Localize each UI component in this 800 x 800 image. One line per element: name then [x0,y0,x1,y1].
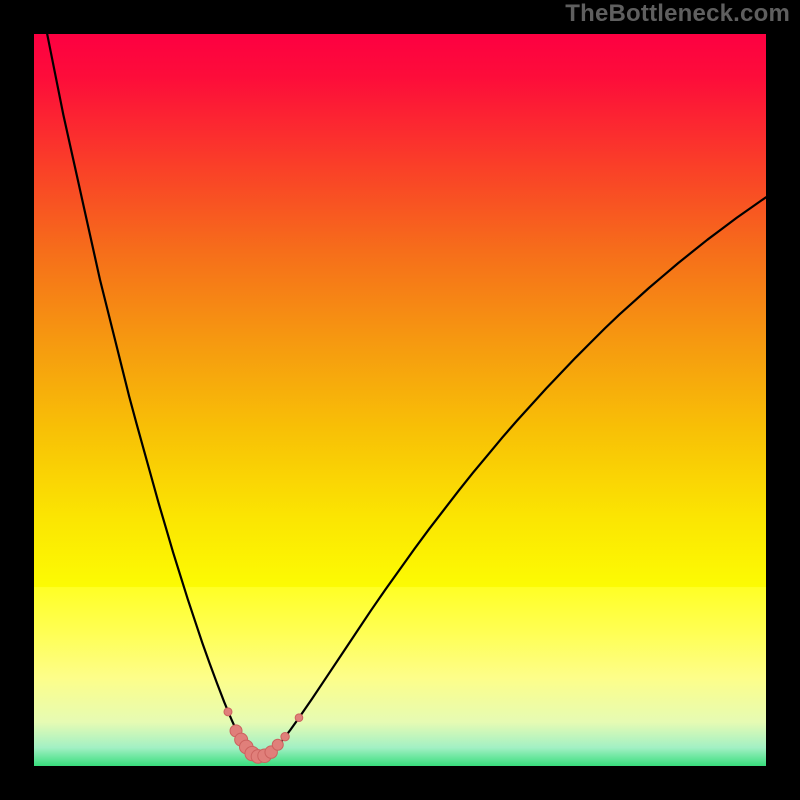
data-marker [272,739,283,750]
chart-background [34,34,766,766]
image-frame: TheBottleneck.com [0,0,800,800]
data-marker [224,708,232,716]
data-marker [295,714,303,722]
bottleneck-chart [34,34,766,766]
data-marker [281,733,289,741]
watermark-text: TheBottleneck.com [565,0,790,28]
